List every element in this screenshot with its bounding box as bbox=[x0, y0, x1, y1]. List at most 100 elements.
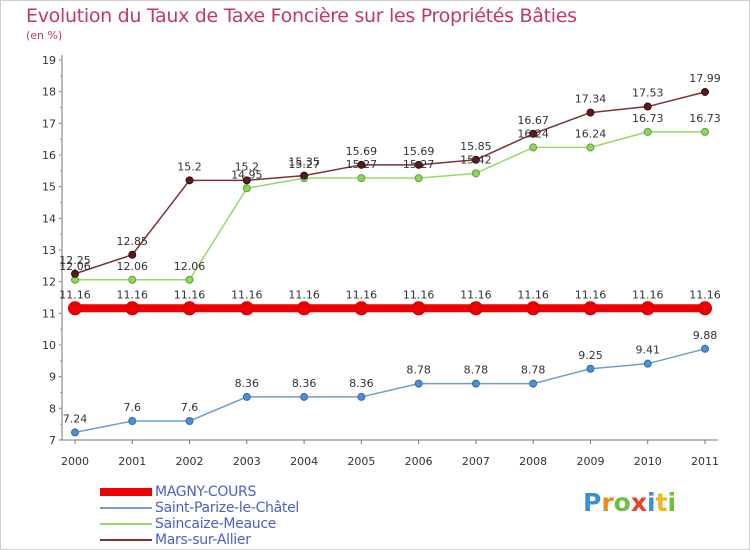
data-label-0: 11.16 bbox=[689, 288, 721, 301]
series-point-0 bbox=[182, 301, 197, 316]
data-label-1: 8.36 bbox=[292, 377, 317, 390]
data-label-1: 8.78 bbox=[464, 364, 489, 377]
data-label-1: 9.41 bbox=[635, 344, 660, 357]
series-point-1 bbox=[242, 392, 251, 401]
logo-letter: r bbox=[601, 488, 614, 517]
series-point-1 bbox=[128, 417, 137, 425]
y-tick-label: 9 bbox=[49, 371, 56, 384]
x-tick-label: 2010 bbox=[634, 455, 662, 468]
series-point-1 bbox=[643, 359, 652, 368]
data-label-0: 11.16 bbox=[346, 288, 378, 301]
series-point-0 bbox=[468, 301, 483, 316]
series-point-1 bbox=[471, 379, 480, 388]
data-label-0: 11.16 bbox=[632, 288, 664, 301]
series-point-2 bbox=[471, 169, 480, 178]
data-label-3: 15.69 bbox=[403, 145, 435, 158]
legend-swatch bbox=[100, 488, 152, 496]
series-point-1 bbox=[357, 392, 366, 401]
series-point-3 bbox=[414, 160, 423, 169]
y-tick-label: 15 bbox=[42, 181, 56, 194]
series-point-2 bbox=[529, 143, 538, 152]
x-tick-label: 2006 bbox=[405, 455, 433, 468]
logo-letter: i bbox=[647, 488, 656, 517]
data-label-0: 11.16 bbox=[403, 288, 435, 301]
data-label-2: 12.06 bbox=[59, 260, 91, 273]
x-tick-label: 2001 bbox=[118, 455, 146, 468]
series-line-3 bbox=[74, 91, 706, 275]
data-label-0: 11.16 bbox=[174, 288, 206, 301]
legend-swatch bbox=[100, 507, 152, 509]
y-tick-label: 18 bbox=[42, 86, 56, 99]
legend-label: Mars-sur-Allier bbox=[155, 532, 251, 548]
data-label-0: 11.16 bbox=[575, 288, 607, 301]
data-label-1: 9.25 bbox=[578, 349, 603, 362]
series-point-3 bbox=[71, 269, 79, 278]
data-label-0: 11.16 bbox=[460, 288, 492, 301]
y-axis-unit-label: (en %) bbox=[26, 29, 63, 42]
y-tick-label: 16 bbox=[42, 149, 56, 162]
data-label-2: 16.24 bbox=[575, 127, 607, 140]
y-tick-label: 10 bbox=[42, 339, 56, 352]
series-point-2 bbox=[643, 127, 652, 136]
data-label-3: 15.35 bbox=[288, 156, 320, 169]
series-point-0 bbox=[239, 301, 254, 316]
series-point-0 bbox=[526, 301, 541, 316]
series-point-0 bbox=[698, 301, 712, 316]
logo-letter: P bbox=[583, 488, 602, 517]
x-tick-label: 2003 bbox=[233, 455, 261, 468]
series-point-1 bbox=[701, 344, 709, 353]
data-label-2: 15.27 bbox=[346, 158, 378, 171]
series-point-3 bbox=[643, 102, 652, 111]
data-label-1: 9.88 bbox=[693, 329, 718, 342]
data-label-2: 15.42 bbox=[460, 153, 492, 166]
series-point-3 bbox=[185, 176, 194, 185]
series-point-0 bbox=[354, 301, 369, 316]
series-line-2 bbox=[75, 131, 705, 281]
data-label-2: 14.95 bbox=[231, 168, 263, 181]
series-point-0 bbox=[411, 301, 426, 316]
data-label-0: 11.16 bbox=[117, 288, 149, 301]
series-point-1 bbox=[414, 379, 423, 388]
logo-letter: o bbox=[613, 488, 631, 517]
legend-label: Saincaize-Meauce bbox=[155, 516, 277, 532]
data-label-0: 11.16 bbox=[59, 288, 91, 301]
x-tick-label: 2000 bbox=[61, 455, 89, 468]
data-label-0: 11.16 bbox=[517, 288, 549, 301]
data-label-1: 7.6 bbox=[124, 401, 142, 414]
data-label-3: 17.53 bbox=[632, 87, 664, 100]
data-label-3: 12.85 bbox=[117, 235, 149, 248]
series-point-3 bbox=[471, 155, 480, 164]
x-tick-label: 2005 bbox=[347, 455, 375, 468]
legend-swatch bbox=[100, 539, 152, 541]
data-label-1: 7.24 bbox=[63, 412, 88, 425]
data-label-3: 15.85 bbox=[460, 140, 492, 153]
data-label-3: 15.2 bbox=[235, 160, 260, 173]
data-label-3: 17.99 bbox=[689, 72, 721, 85]
series-point-3 bbox=[242, 176, 251, 185]
series-point-1 bbox=[300, 392, 309, 401]
data-label-2: 12.06 bbox=[174, 260, 206, 273]
legend-swatch bbox=[100, 523, 152, 525]
x-tick-label: 2009 bbox=[576, 455, 604, 468]
series-point-1 bbox=[185, 417, 194, 425]
x-tick-label: 2002 bbox=[176, 455, 204, 468]
logo-letter: i bbox=[667, 488, 677, 517]
legend-label: Saint-Parize-le-Châtel bbox=[155, 500, 299, 516]
data-label-3: 16.67 bbox=[517, 114, 549, 127]
series-point-0 bbox=[583, 301, 598, 316]
series-point-2 bbox=[185, 275, 194, 284]
data-label-2: 15.27 bbox=[403, 158, 435, 171]
series-point-1 bbox=[586, 364, 595, 373]
series-point-2 bbox=[128, 275, 137, 284]
series-point-2 bbox=[357, 174, 366, 183]
data-label-1: 8.78 bbox=[521, 364, 546, 377]
data-label-3: 12.25 bbox=[59, 254, 91, 267]
data-label-2: 12.06 bbox=[117, 260, 149, 273]
y-tick-label: 17 bbox=[42, 117, 56, 130]
series-point-3 bbox=[128, 250, 137, 259]
series-point-2 bbox=[701, 127, 709, 136]
series-point-2 bbox=[414, 174, 423, 183]
data-label-2: 16.24 bbox=[517, 127, 549, 140]
x-tick-label: 2008 bbox=[519, 455, 547, 468]
data-label-2: 16.73 bbox=[632, 112, 664, 125]
